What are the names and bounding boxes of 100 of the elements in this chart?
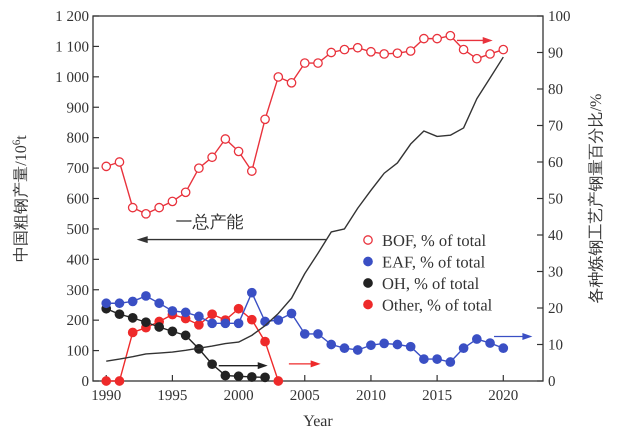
x-axis-title: Year: [303, 413, 334, 430]
point: [168, 306, 178, 316]
y2-tick-label: 100: [548, 9, 570, 25]
annotation: 一总产能: [175, 212, 244, 232]
point: [273, 315, 284, 325]
point: [472, 334, 482, 344]
y2-tick-label: 0: [548, 374, 556, 390]
point: [498, 343, 508, 353]
y-tick-label: 700: [66, 161, 89, 178]
legend-label: BOF, % of total: [382, 231, 487, 250]
point: [260, 114, 270, 124]
point: [286, 78, 296, 88]
point: [101, 376, 112, 386]
point: [458, 44, 468, 54]
point: [392, 340, 402, 350]
point: [180, 187, 190, 198]
point: [101, 162, 112, 172]
x-tick-label: 1990: [91, 388, 122, 404]
point: [419, 34, 429, 44]
y2-tick-label: 10: [548, 338, 563, 354]
point: [128, 328, 138, 338]
y2-tick-label: 60: [548, 155, 563, 171]
point: [246, 288, 257, 298]
point: [207, 152, 217, 162]
y-tick-label: 400: [66, 252, 89, 268]
point: [180, 330, 190, 340]
point: [366, 46, 376, 57]
point: [246, 166, 257, 176]
point: [114, 298, 124, 308]
y2-tick-label: 50: [548, 192, 563, 208]
point: [220, 318, 230, 328]
point: [432, 34, 442, 44]
point: [419, 354, 429, 364]
point: [141, 291, 151, 301]
x-tick-label: 1995: [157, 388, 188, 404]
point: [300, 58, 310, 68]
point: [432, 354, 442, 364]
point: [340, 44, 350, 54]
point: [207, 318, 217, 328]
point: [234, 318, 244, 328]
point: [472, 54, 482, 64]
y2-axis-title: 各种炼钢工艺产钢量百分比/%: [587, 94, 605, 304]
y-tick-label: 900: [66, 100, 89, 116]
point: [168, 196, 178, 206]
x-tick-label: 2010: [356, 388, 386, 404]
point: [234, 146, 244, 156]
point: [154, 202, 164, 212]
point: [220, 370, 230, 380]
point: [406, 342, 416, 352]
point: [220, 134, 230, 144]
point: [194, 163, 204, 174]
point: [286, 308, 296, 318]
point: [260, 336, 270, 346]
y2-tick-label: 70: [548, 118, 563, 134]
point: [141, 317, 151, 328]
y2-tick-label: 80: [548, 82, 563, 98]
point: [154, 322, 164, 332]
point: [114, 309, 124, 320]
point: [246, 314, 257, 325]
y2-tick-label: 30: [548, 264, 563, 280]
x-tick-label: 2020: [488, 388, 518, 404]
y2-tick-label: 90: [548, 46, 563, 62]
point: [366, 340, 376, 350]
point: [352, 42, 363, 53]
y-tick-label: 600: [66, 192, 89, 208]
point: [260, 372, 270, 382]
point: [313, 58, 323, 68]
point: [114, 157, 124, 167]
point: [128, 313, 138, 323]
y2-tick-label: 40: [548, 228, 563, 244]
point: [194, 320, 204, 330]
point: [313, 329, 323, 339]
point: [300, 329, 310, 339]
y-tick-label: 300: [66, 282, 89, 299]
y-tick-label: 1 100: [55, 39, 89, 56]
point: [246, 372, 257, 382]
y-tick-label: 0: [82, 374, 89, 390]
legend-label: EAF, % of total: [382, 252, 486, 272]
point: [340, 343, 350, 353]
y-tick-label: 1 200: [55, 9, 89, 25]
point: [458, 343, 468, 353]
point: [498, 44, 508, 54]
point: [180, 308, 190, 318]
point: [326, 340, 336, 350]
point: [485, 338, 495, 348]
point: [326, 48, 336, 58]
x-tick-label: 2005: [290, 388, 320, 404]
point: [154, 298, 164, 308]
point: [128, 296, 138, 306]
y2-tick-label: 20: [548, 301, 563, 317]
legend-label: OH, % of total: [382, 274, 480, 293]
y-tick-label: 800: [66, 130, 89, 147]
point: [101, 298, 112, 308]
point: [273, 72, 284, 82]
point: [114, 376, 124, 386]
point: [128, 202, 138, 212]
point: [207, 309, 217, 320]
point: [379, 338, 390, 348]
y-tick-label: 500: [66, 222, 89, 238]
point: [273, 376, 284, 386]
